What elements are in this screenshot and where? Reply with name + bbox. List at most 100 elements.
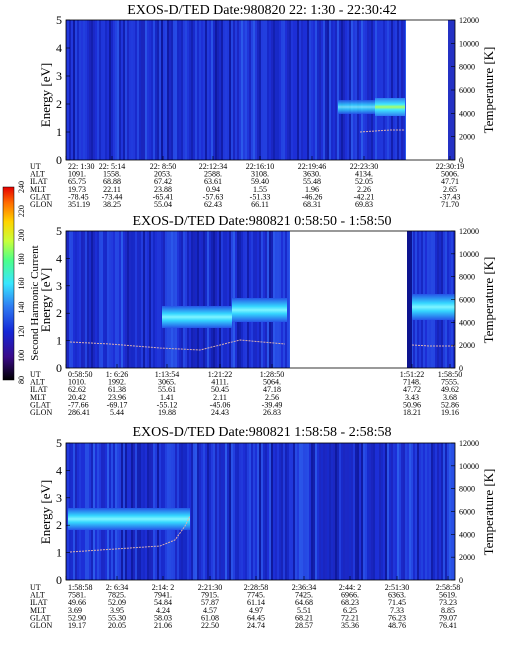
cell-ut-4: 1:28:50 bbox=[260, 370, 284, 379]
cell-glon-6: 69.83 bbox=[355, 200, 373, 209]
spectrogram-column-100 bbox=[267, 443, 269, 580]
spectrogram-column-146 bbox=[359, 443, 361, 580]
spectrogram-column-128 bbox=[323, 443, 325, 580]
spectrogram-column-113 bbox=[293, 20, 295, 160]
panel-2-data-gap bbox=[290, 231, 407, 368]
spectrogram-column-97 bbox=[261, 20, 263, 160]
spectrogram-column-11 bbox=[89, 231, 91, 368]
ytick2-label: 12000 bbox=[459, 439, 479, 448]
spectrogram-column-83 bbox=[233, 443, 235, 580]
spectrogram-column-106 bbox=[279, 20, 281, 160]
spectrogram-column-29 bbox=[125, 231, 127, 368]
spectrogram-column-49 bbox=[165, 20, 167, 160]
ytick-label: 3 bbox=[56, 279, 62, 293]
colorbar-tick-140: 140 bbox=[17, 302, 26, 314]
spectrogram-column-148 bbox=[363, 443, 365, 580]
ytick-label: 0 bbox=[56, 573, 62, 587]
spectrogram-column-66 bbox=[199, 231, 201, 368]
spectrogram-column-79 bbox=[225, 443, 227, 580]
spectrogram-column-164 bbox=[395, 443, 397, 580]
ytick2-label: 4000 bbox=[459, 318, 475, 327]
panel-3-yticks: 0 1 2 3 4 5 bbox=[56, 436, 70, 587]
row-label-mlt: MLT bbox=[30, 185, 46, 194]
cell-glat-4: -39.49 bbox=[262, 400, 283, 409]
ytick-label: 4 bbox=[56, 41, 62, 55]
spectrogram-column-159 bbox=[385, 443, 387, 580]
spectrogram-column-149 bbox=[365, 20, 367, 160]
spectrogram-column-76 bbox=[219, 231, 221, 368]
spectrogram-column-58 bbox=[183, 231, 185, 368]
spectrogram-column-84 bbox=[235, 443, 237, 580]
ytick2-label: 4000 bbox=[459, 530, 475, 539]
spectrogram-column-72 bbox=[211, 231, 213, 368]
cell-glon-5: 28.57 bbox=[295, 621, 313, 630]
spectrogram-column-118 bbox=[303, 20, 305, 160]
cell-glat-5: -46.26 bbox=[302, 192, 323, 201]
cell-ilat-5: 47.72 bbox=[403, 385, 421, 394]
panel-1-yticks2: 0 2000 4000 6000 8000 10000 12000 bbox=[451, 16, 479, 165]
panel-3-ylabel: Energy [eV] bbox=[38, 480, 53, 544]
spectrogram-column-186 bbox=[439, 443, 441, 580]
cell-mlt-0: 19.73 bbox=[68, 185, 86, 194]
spectrogram-column-50 bbox=[167, 231, 169, 368]
ytick2-label: 8000 bbox=[459, 273, 475, 282]
spectrogram-column-115 bbox=[297, 20, 299, 160]
spectrogram-column-128 bbox=[323, 20, 325, 160]
spectrogram-column-118 bbox=[303, 443, 305, 580]
spectrogram-column-6 bbox=[79, 20, 81, 160]
ytick2-label: 10000 bbox=[459, 462, 479, 471]
spectrogram-column-1 bbox=[69, 231, 71, 368]
spectrogram-column-175 bbox=[417, 443, 419, 580]
spectrogram-column-184 bbox=[435, 443, 437, 580]
spectrogram-column-60 bbox=[187, 20, 189, 160]
spectrogram-column-20 bbox=[107, 231, 109, 368]
spectrogram-column-28 bbox=[123, 20, 125, 160]
spectrogram-column-107 bbox=[281, 20, 283, 160]
spectrogram-column-111 bbox=[289, 443, 291, 580]
spectrogram-column-109 bbox=[285, 443, 287, 580]
spectrogram-column-124 bbox=[315, 20, 317, 160]
spectrogram-column-75 bbox=[217, 443, 219, 580]
ytick-label: 3 bbox=[56, 491, 62, 505]
cell-glon-3: 24.43 bbox=[211, 408, 229, 417]
cell-glat-6: 72.21 bbox=[341, 613, 359, 622]
ytick2-label: 12000 bbox=[459, 16, 479, 25]
spectrogram-column-103 bbox=[273, 20, 275, 160]
spectrogram-column-51 bbox=[169, 231, 171, 368]
spectrogram-column-155 bbox=[377, 443, 379, 580]
spectrogram-column-70 bbox=[207, 20, 209, 160]
cell-ilat-6: 68.23 bbox=[341, 598, 359, 607]
cell-ilat-3: 50.45 bbox=[211, 385, 229, 394]
spectrogram-column-99 bbox=[265, 20, 267, 160]
spectrogram-column-166 bbox=[399, 443, 401, 580]
spectrogram-column-29 bbox=[125, 20, 127, 160]
cell-mlt-4: 2.56 bbox=[265, 393, 279, 402]
cell-glon-5: 18.21 bbox=[403, 408, 421, 417]
cell-alt-3: 4111. bbox=[211, 378, 228, 387]
cell-glon-2: 55.04 bbox=[154, 200, 172, 209]
spectrogram-column-183 bbox=[433, 443, 435, 580]
spectrogram-column-144 bbox=[355, 20, 357, 160]
cell-mlt-1: 22.11 bbox=[103, 185, 121, 194]
panel-2-emission-band-right bbox=[412, 294, 455, 320]
spectrogram-column-142 bbox=[351, 443, 353, 580]
row-label-ut: UT bbox=[30, 583, 41, 592]
spectrogram-column-58 bbox=[183, 20, 185, 160]
spectrogram-column-63 bbox=[193, 443, 195, 580]
spectrogram-column-119 bbox=[305, 20, 307, 160]
cell-alt-3: 2588. bbox=[204, 170, 222, 179]
spectrogram-column-123 bbox=[313, 443, 315, 580]
spectrogram-column-69 bbox=[205, 231, 207, 368]
cell-ut-2: 1:13:54 bbox=[155, 370, 179, 379]
cell-ilat-5: 55.48 bbox=[303, 177, 321, 186]
spectrogram-column-108 bbox=[283, 443, 285, 580]
spectrogram-column-62 bbox=[191, 443, 193, 580]
colorbar-tick-240: 240 bbox=[17, 181, 26, 193]
cell-mlt-0: 20.42 bbox=[68, 393, 86, 402]
ytick2-label: 0 bbox=[459, 156, 463, 165]
spectrogram-column-68 bbox=[203, 20, 205, 160]
spectrogram-column-104 bbox=[275, 443, 277, 580]
spectrogram-column-138 bbox=[343, 20, 345, 160]
spectrogram-column-75 bbox=[217, 20, 219, 160]
spectrogram-column-125 bbox=[317, 20, 319, 160]
